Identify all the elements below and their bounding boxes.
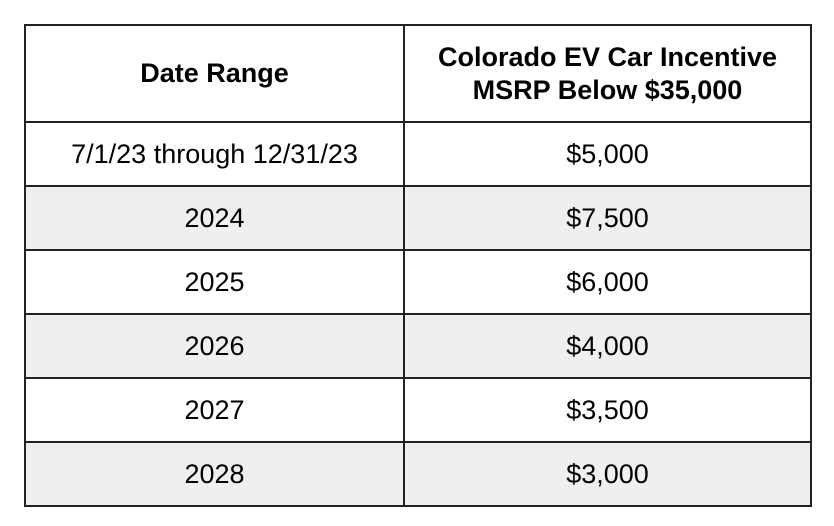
incentive-table: Date Range Colorado EV Car Incentive MSR… xyxy=(24,24,812,507)
header-cell: Date Range xyxy=(24,24,405,123)
incentive-cell: $5,000 xyxy=(403,121,812,187)
table-row: 2024 $7,500 xyxy=(24,185,812,251)
incentive-cell: $6,000 xyxy=(403,249,812,315)
date-cell: 2024 xyxy=(24,185,405,251)
header-line: Colorado EV Car Incentive xyxy=(437,41,778,72)
header-row: Date Range Colorado EV Car Incentive MSR… xyxy=(24,24,812,123)
table-row: 2026 $4,000 xyxy=(24,313,812,379)
table-body: 7/1/23 through 12/31/23 $5,000 2024 $7,500 2… xyxy=(24,121,812,507)
table-row: 7/1/23 through 12/31/23 $5,000 xyxy=(24,121,812,187)
table-header: Date Range Colorado EV Car Incentive MSR… xyxy=(24,24,812,123)
date-cell: 2025 xyxy=(24,249,405,315)
date-cell: 2026 xyxy=(24,313,405,379)
date-cell: 2028 xyxy=(24,441,405,507)
header-line: MSRP Below $35,000 xyxy=(472,74,743,105)
incentive-cell: $4,000 xyxy=(403,313,812,379)
incentive-cell: $3,500 xyxy=(403,377,812,443)
date-cell: 7/1/23 through 12/31/23 xyxy=(24,121,405,187)
incentive-cell: $3,000 xyxy=(403,441,812,507)
date-cell: 2027 xyxy=(24,377,405,443)
table-row: 2028 $3,000 xyxy=(24,441,812,507)
header-cell: Colorado EV Car Incentive MSRP Below $35… xyxy=(403,24,812,123)
incentive-cell: $7,500 xyxy=(403,185,812,251)
table-row: 2025 $6,000 xyxy=(24,249,812,315)
table-row: 2027 $3,500 xyxy=(24,377,812,443)
